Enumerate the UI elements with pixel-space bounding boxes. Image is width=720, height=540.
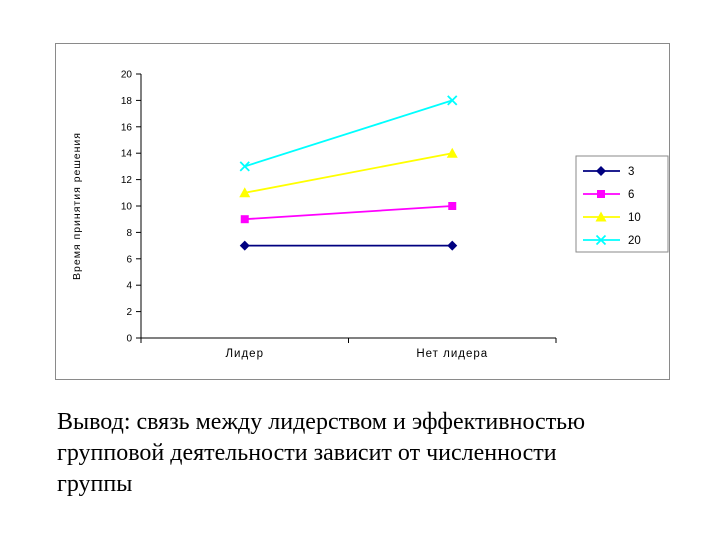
line-chart: 0 2 4 6 8 10 12 14 16 18 20 Лидер Нет лидера Время пр… (71, 70, 669, 360)
chart-frame: 0 2 4 6 8 10 12 14 16 18 20 Лидер Нет лидера Время пр… (55, 43, 670, 380)
y-tick-label: 6 (126, 254, 132, 265)
series-6 (240, 202, 457, 224)
series-3 (239, 240, 458, 251)
conclusion-line: группы (57, 471, 133, 497)
y-tick-label: 8 (126, 228, 132, 239)
y-tick-label: 10 (121, 202, 133, 213)
legend-label: 6 (628, 189, 634, 201)
legend-label: 3 (628, 166, 634, 178)
legend: 3 6 10 20 (575, 155, 669, 253)
conclusion-text: Вывод: связь между лидерством и эффектив… (57, 407, 697, 500)
series-20 (239, 95, 458, 172)
y-tick-label: 2 (126, 307, 132, 318)
conclusion-line: Вывод: связь между лидерством и эффектив… (57, 409, 586, 435)
y-tick-label: 12 (121, 175, 133, 186)
y-tick-label: 14 (121, 149, 133, 160)
y-tick-label: 4 (126, 281, 132, 292)
y-tick-label: 18 (121, 96, 133, 107)
conclusion-line: групповой деятельности зависит от числен… (57, 440, 557, 466)
axes: 0 2 4 6 8 10 12 14 16 18 20 Лидер Нет лидера Время пр… (71, 70, 557, 360)
legend-label: 10 (628, 212, 641, 224)
y-tick-label: 16 (121, 122, 133, 133)
y-axis-title: Время принятия решения (71, 132, 83, 280)
series-10 (239, 147, 458, 198)
legend-label: 20 (628, 235, 641, 247)
y-tick-label: 20 (121, 70, 133, 81)
x-category-label: Нет лидера (416, 348, 488, 360)
y-tick-label: 0 (126, 334, 132, 345)
x-category-label: Лидер (226, 348, 264, 360)
